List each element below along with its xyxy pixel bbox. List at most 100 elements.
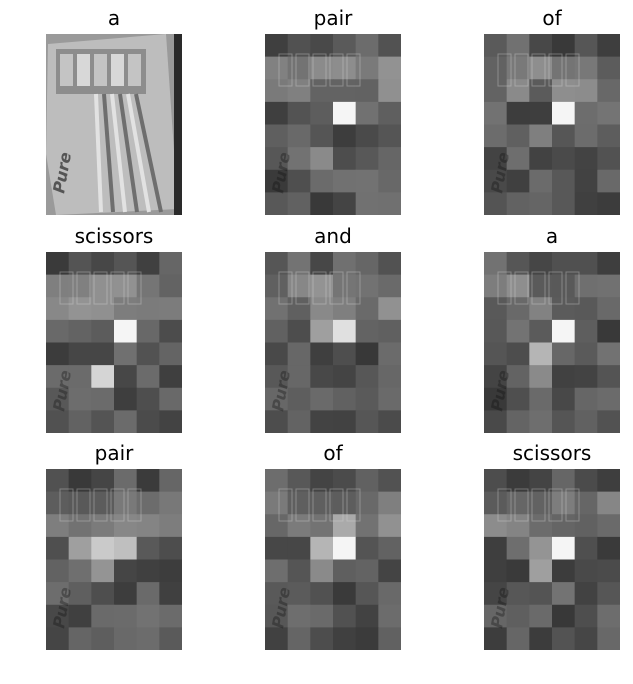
heat-cell <box>529 252 553 276</box>
panel-word: a <box>545 224 559 248</box>
heat-cell <box>552 124 576 148</box>
heat-cell <box>597 365 620 389</box>
heat-cell <box>265 274 289 298</box>
heat-cell <box>114 319 138 343</box>
attention-heatmap: Pure <box>484 469 620 650</box>
heat-cell <box>46 319 70 343</box>
heat-cell <box>91 604 115 628</box>
heat-cell <box>355 56 379 80</box>
heat-cell <box>355 536 379 560</box>
heat-cell <box>136 274 160 298</box>
heat-cell <box>506 410 530 433</box>
heat-cell <box>355 79 379 103</box>
heat-cell <box>46 536 70 560</box>
heat-cell <box>574 582 598 606</box>
heat-cell <box>114 491 138 515</box>
heat-cell <box>91 252 115 276</box>
heat-cell <box>159 491 182 515</box>
heat-cell <box>597 491 620 515</box>
heat-cell <box>287 319 311 343</box>
heat-cell <box>484 124 508 148</box>
heat-cell <box>574 627 598 650</box>
heat-cell <box>310 274 334 298</box>
heat-cell <box>310 365 334 389</box>
heat-cell <box>287 514 311 538</box>
heat-cell <box>597 124 620 148</box>
heat-cell <box>378 604 401 628</box>
heat-cell <box>287 387 311 411</box>
heat-cell <box>552 56 576 80</box>
heat-cell <box>136 410 160 433</box>
heat-cell <box>287 124 311 148</box>
heat-cell <box>310 192 334 215</box>
heat-cell <box>310 627 334 650</box>
heat-cell <box>529 410 553 433</box>
heat-cell <box>378 410 401 433</box>
heat-cell <box>529 627 553 650</box>
heat-cell <box>91 297 115 321</box>
heat-cell <box>552 410 576 433</box>
heat-cell <box>159 297 182 321</box>
heat-cell <box>68 514 92 538</box>
heat-cell <box>552 469 576 493</box>
heat-cell <box>484 297 508 321</box>
heat-cell <box>136 469 160 493</box>
heat-cell <box>355 274 379 298</box>
heat-cell <box>68 469 92 493</box>
panel-word: a <box>107 6 121 30</box>
heat-cell <box>46 604 70 628</box>
heat-cell <box>159 559 182 583</box>
heat-cell <box>159 387 182 411</box>
heat-cell <box>506 79 530 103</box>
heat-cell <box>597 604 620 628</box>
heat-cell <box>574 274 598 298</box>
heat-cell <box>265 297 289 321</box>
heat-cell <box>114 536 138 560</box>
heat-cell <box>506 365 530 389</box>
heat-cell <box>310 514 334 538</box>
heat-cell <box>378 469 401 493</box>
heat-cell <box>114 274 138 298</box>
heat-cell <box>46 582 70 606</box>
heat-cell <box>552 491 576 515</box>
heat-cell <box>114 627 138 650</box>
heat-cell <box>597 342 620 366</box>
heat-cell <box>355 297 379 321</box>
heat-cell <box>136 582 160 606</box>
heat-cell <box>136 627 160 650</box>
heat-cell <box>597 469 620 493</box>
heat-cell <box>552 604 576 628</box>
heat-cell <box>333 56 357 80</box>
heat-cell <box>355 319 379 343</box>
heat-cell <box>552 297 576 321</box>
heat-cell <box>529 319 553 343</box>
heat-cell <box>484 491 508 515</box>
heat-cell <box>333 627 357 650</box>
heat-cell <box>552 101 576 125</box>
heat-cell <box>506 319 530 343</box>
heat-cell <box>597 387 620 411</box>
heat-cell <box>597 559 620 583</box>
heat-cell <box>597 56 620 80</box>
heat-cell <box>265 147 289 171</box>
heat-cell <box>529 342 553 366</box>
heat-cell <box>46 252 70 276</box>
heat-cell <box>136 559 160 583</box>
heat-cell <box>574 34 598 58</box>
heat-cell <box>310 387 334 411</box>
heat-cell <box>68 559 92 583</box>
attention-panel: scissors Pure <box>484 441 620 650</box>
heat-cell <box>159 342 182 366</box>
heat-cell <box>597 34 620 58</box>
heat-cell <box>333 79 357 103</box>
heat-cell <box>91 536 115 560</box>
heat-cell <box>333 274 357 298</box>
heatmap-svg: Pure <box>265 252 401 433</box>
heat-cell <box>574 387 598 411</box>
heat-cell <box>287 342 311 366</box>
heat-cell <box>310 169 334 193</box>
attention-panel: and Pure <box>265 224 401 433</box>
heat-cell <box>91 387 115 411</box>
heat-cell <box>310 147 334 171</box>
heat-cell <box>484 319 508 343</box>
